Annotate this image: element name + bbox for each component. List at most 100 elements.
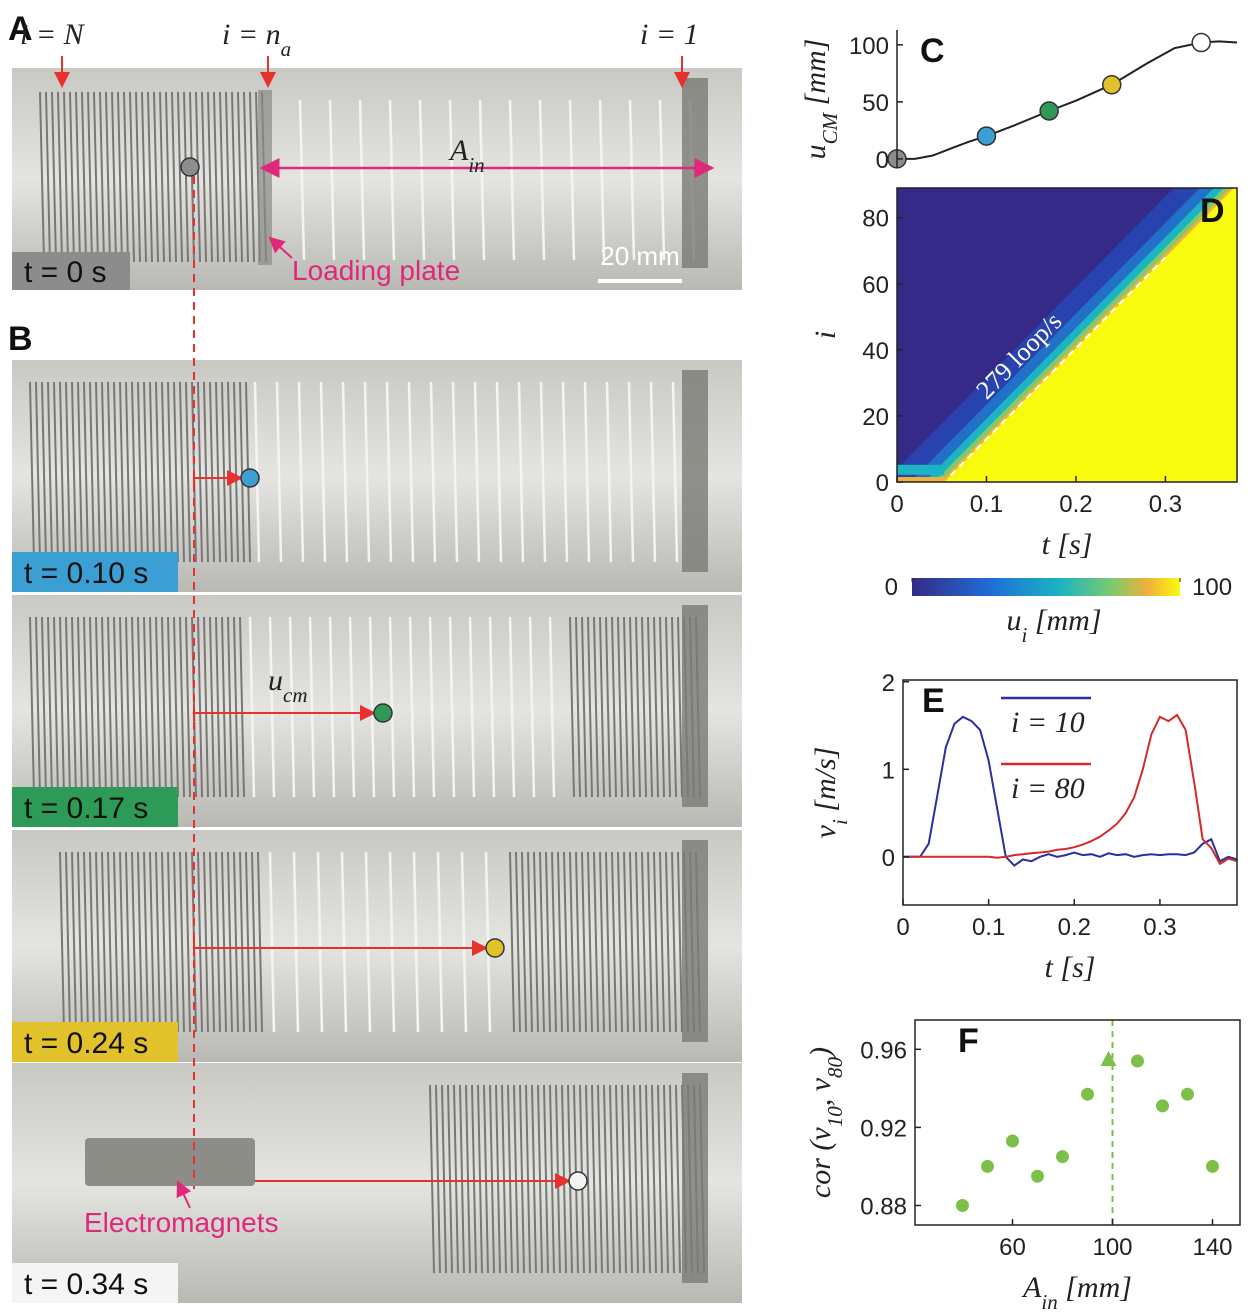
spring-coil [149, 381, 155, 563]
spring-coil [45, 91, 51, 263]
spring-coil [651, 1084, 657, 1274]
spring-coil [227, 851, 233, 1033]
time-label: t = 0.34 s [24, 1268, 148, 1301]
spring-coil [65, 851, 71, 1033]
spring-coil [316, 851, 324, 1033]
spring-coil [548, 616, 556, 798]
spring-coil [83, 851, 89, 1033]
spring-coil [429, 1084, 435, 1274]
spring-coil [639, 1084, 645, 1274]
spring-coil [460, 851, 468, 1033]
y-axis-label-part: [mm] [799, 39, 832, 113]
spring-coil [113, 851, 119, 1033]
spring-coil [53, 381, 59, 563]
spring-coil [137, 616, 143, 798]
spring-coil [185, 381, 191, 563]
point [956, 1198, 969, 1212]
point [1081, 1087, 1094, 1101]
index-label: i = N [20, 18, 86, 51]
spring-coil [292, 851, 300, 1033]
spring-coil [319, 381, 327, 563]
spring-coil [143, 851, 149, 1033]
y-axis-label-part: 10 [823, 1106, 847, 1128]
colorbar-label-part: [mm] [1027, 604, 1101, 637]
spring-coil [131, 851, 137, 1033]
spring-coil [448, 99, 456, 261]
legend-label: i = 80 [1011, 772, 1085, 805]
x-tick-label: 60 [999, 1234, 1026, 1261]
spring-coil [237, 91, 243, 263]
spring-coil [71, 381, 77, 563]
spring-coil [99, 91, 105, 263]
spring-coil [179, 851, 185, 1033]
colorbar-label-part: u [1006, 604, 1021, 637]
spring-coil [545, 851, 551, 1033]
x-tick-label: 100 [1092, 1234, 1132, 1261]
spring-coil [185, 851, 191, 1033]
spring-coil [495, 1084, 501, 1274]
spring-coil [113, 616, 119, 798]
spring-coil [521, 851, 527, 1033]
spring-coil [95, 381, 101, 563]
spring-coil [77, 616, 83, 798]
spring-coil [408, 616, 416, 798]
y-tick-label: 20 [862, 404, 889, 431]
panel-letter: D [1200, 192, 1225, 230]
spring-coil [173, 381, 179, 563]
spring-coil [51, 91, 57, 263]
y-tick-label: 80 [862, 206, 889, 233]
scale-label: 20 mm [600, 241, 679, 271]
y-axis-label: i [809, 331, 842, 339]
y-axis-label-part: u [799, 144, 832, 159]
spring-coil [581, 851, 587, 1033]
y-tick-label: 60 [862, 272, 889, 299]
spring-coil [517, 381, 525, 563]
spring-coil [59, 851, 65, 1033]
data-line [903, 713, 1238, 866]
spring-coil [471, 1084, 477, 1274]
index-label-part: i = n [222, 18, 281, 51]
spring-coil [268, 616, 276, 798]
y-axis-label-part: , v [804, 1077, 837, 1106]
spring-coil [647, 851, 653, 1033]
legend-label: i = 10 [1011, 706, 1085, 739]
spring-coil [435, 1084, 441, 1274]
spring-coil [528, 616, 536, 798]
spring-coil [149, 616, 155, 798]
spring-coil [29, 616, 35, 798]
spring-coil [35, 616, 41, 798]
spring-coil [575, 851, 581, 1033]
plate [682, 370, 708, 572]
spring-coil [557, 851, 563, 1033]
y-axis-label: cor (v10, v80) [804, 1047, 847, 1198]
highlight-marker [1100, 1051, 1117, 1067]
spring-coil [605, 616, 611, 798]
y-axis-label-part: i [828, 819, 852, 825]
spring-coil [119, 381, 125, 563]
spring-coil [538, 99, 546, 261]
point [1181, 1087, 1194, 1101]
spring-coil [341, 381, 349, 563]
spring-coil [167, 851, 173, 1033]
spring-coil [207, 91, 213, 263]
index-label-part: a [281, 37, 292, 61]
spring-coil [147, 91, 153, 263]
spring-coil [649, 381, 657, 563]
spring-coil [179, 381, 185, 563]
tracker-dot [485, 938, 505, 958]
x-axis-label: t [s] [1042, 528, 1093, 561]
spring-coil [167, 616, 173, 798]
spring-coil [119, 616, 125, 798]
spring-coil [47, 616, 53, 798]
axes-frame [914, 1019, 1241, 1226]
spring-coil [348, 616, 356, 798]
spring-coil [543, 1084, 549, 1274]
spring-coil [257, 851, 263, 1033]
spring-coil [233, 851, 239, 1033]
spring-coil [179, 616, 185, 798]
colorbar-tick-label: 0 [885, 574, 898, 601]
spring-coil [611, 851, 617, 1033]
heat-band [944, 188, 1237, 482]
spring-coil [585, 1084, 591, 1274]
spring-coil [41, 381, 47, 563]
